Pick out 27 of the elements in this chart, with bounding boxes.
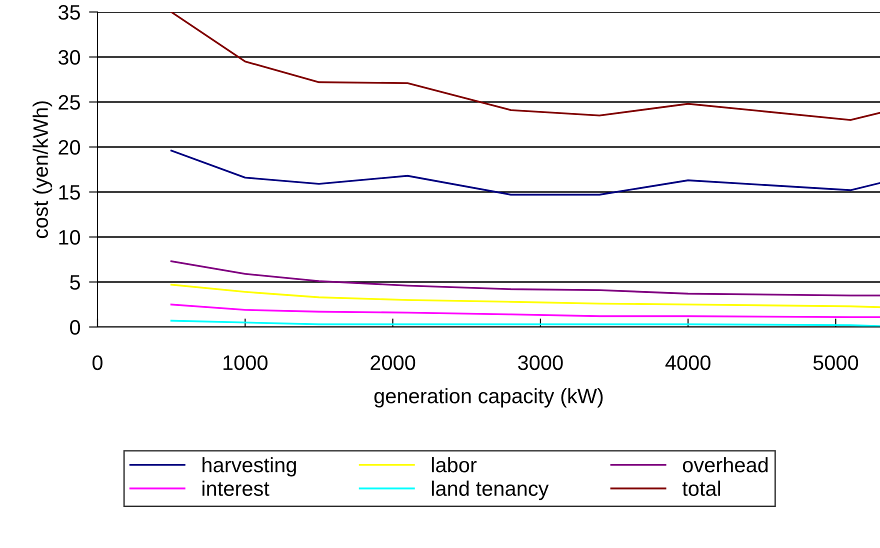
y-tick-label: 30 bbox=[58, 50, 80, 65]
y-tick-label: 20 bbox=[58, 140, 80, 155]
x-tick-label: 4000 bbox=[665, 355, 710, 370]
line-series bbox=[170, 304, 880, 318]
y-tick-label: 0 bbox=[70, 320, 80, 335]
y-tick-label: 15 bbox=[59, 185, 80, 200]
legend-label: interest bbox=[202, 480, 270, 496]
x-tick-label: 5000 bbox=[813, 355, 858, 370]
line-series bbox=[170, 284, 880, 308]
legend-label: overhead bbox=[682, 457, 768, 472]
y-tick-label: 25 bbox=[58, 95, 80, 110]
legend-label: harvesting bbox=[202, 457, 296, 476]
y-tick-label: 35 bbox=[58, 5, 80, 20]
legend-label: labor bbox=[432, 457, 477, 472]
x-tick-label: 3000 bbox=[518, 355, 563, 370]
x-tick-label: 0 bbox=[92, 355, 102, 370]
x-tick-label: 2000 bbox=[370, 355, 416, 370]
x-tick-label: 1000 bbox=[224, 355, 268, 370]
y-tick-label: 5 bbox=[70, 275, 80, 290]
x-axis-title: generation capacity (kW) bbox=[374, 388, 603, 408]
y-axis-title: cost (yen/kWh) bbox=[32, 101, 52, 238]
legend-label: total bbox=[682, 480, 720, 496]
line-series bbox=[170, 12, 880, 121]
line-series bbox=[170, 260, 880, 296]
line-series bbox=[170, 150, 880, 196]
legend-label: land tenancy bbox=[432, 480, 549, 500]
y-tick-label: 10 bbox=[59, 230, 80, 245]
